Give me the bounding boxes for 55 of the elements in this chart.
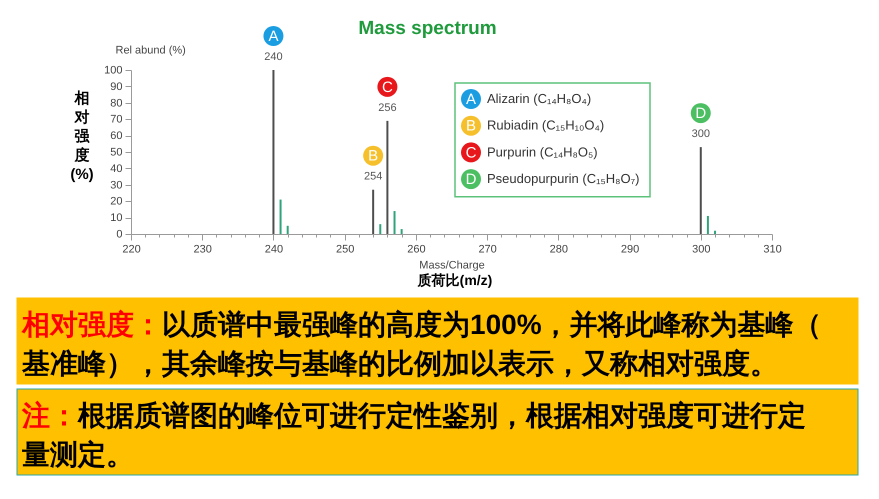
annotation: 254 xyxy=(364,170,382,183)
annotation: B xyxy=(368,148,378,165)
bar xyxy=(386,120,388,234)
y-tick-label: 100 xyxy=(104,64,122,76)
bar xyxy=(700,147,702,234)
y-tick-label: 30 xyxy=(110,179,122,192)
y-tick-label: 70 xyxy=(110,114,122,126)
text: D xyxy=(466,171,476,188)
y-tick-label: 50 xyxy=(110,146,122,158)
y-tick-label: 20 xyxy=(110,196,122,208)
text: B xyxy=(466,118,476,135)
x-tick-label: 230 xyxy=(194,244,212,256)
x-tick-label: 260 xyxy=(407,244,426,256)
annotation: Purpurin (C₁₄H₈O₅) xyxy=(487,144,598,160)
text: 相对强度(%) xyxy=(70,90,94,183)
chart-title: Mass spectrum xyxy=(358,18,497,39)
annotation: Rubiadin (C₁₅H₁₀O₄) xyxy=(487,118,604,133)
bar xyxy=(400,229,403,234)
bar xyxy=(272,70,274,234)
y-tick-label: 10 xyxy=(110,212,122,224)
text: C xyxy=(466,144,476,162)
y-tick-label: 90 xyxy=(110,80,122,93)
annotation: Pseudopurpurin (C₁₅H₈O₇) xyxy=(487,171,640,186)
bar xyxy=(394,211,396,234)
x-tick-label: 310 xyxy=(763,244,782,256)
y-tick-label: 40 xyxy=(110,162,122,175)
x-tick-label: 220 xyxy=(122,244,141,256)
text: 注：根据质谱图的峰位可进行定性鉴别，根据相对强度可进行定量测定。 xyxy=(21,400,806,470)
y-tick-label: 80 xyxy=(110,97,122,110)
x-axis-title: Mass/Charge xyxy=(419,260,485,272)
y-tick-label: 60 xyxy=(110,130,122,142)
x-tick-label: 290 xyxy=(620,244,640,256)
x-tick-label: 300 xyxy=(692,244,710,256)
x-tick-label: 270 xyxy=(478,244,497,256)
annotation: C xyxy=(382,78,393,96)
text: A xyxy=(466,91,476,108)
annotation: 240 xyxy=(264,51,283,63)
bar xyxy=(706,216,709,234)
text: 相对强度：以质谱中最强峰的高度为100%，并将此峰称为基峰（基准峰），其余峰按与基峰的比例加以表示，又称相对强度。 xyxy=(21,309,822,379)
annotation: 300 xyxy=(692,128,710,140)
annotation: Alizarin (C₁₄H₈O₄) xyxy=(487,91,592,106)
y-axis-title: Rel abund (%) xyxy=(116,44,186,56)
text: 质荷比(m/z) xyxy=(416,272,492,288)
bar xyxy=(286,226,289,234)
bar xyxy=(714,230,716,234)
bar xyxy=(372,190,374,234)
y-tick-label: 0 xyxy=(116,228,122,240)
x-tick-label: 240 xyxy=(264,244,284,256)
x-tick-label: 280 xyxy=(550,244,568,256)
annotation: 256 xyxy=(378,102,397,114)
bar xyxy=(379,224,382,234)
annotation: D xyxy=(695,105,706,122)
x-tick-label: 250 xyxy=(336,244,354,256)
annotation: A xyxy=(268,28,278,45)
bar xyxy=(280,200,282,234)
